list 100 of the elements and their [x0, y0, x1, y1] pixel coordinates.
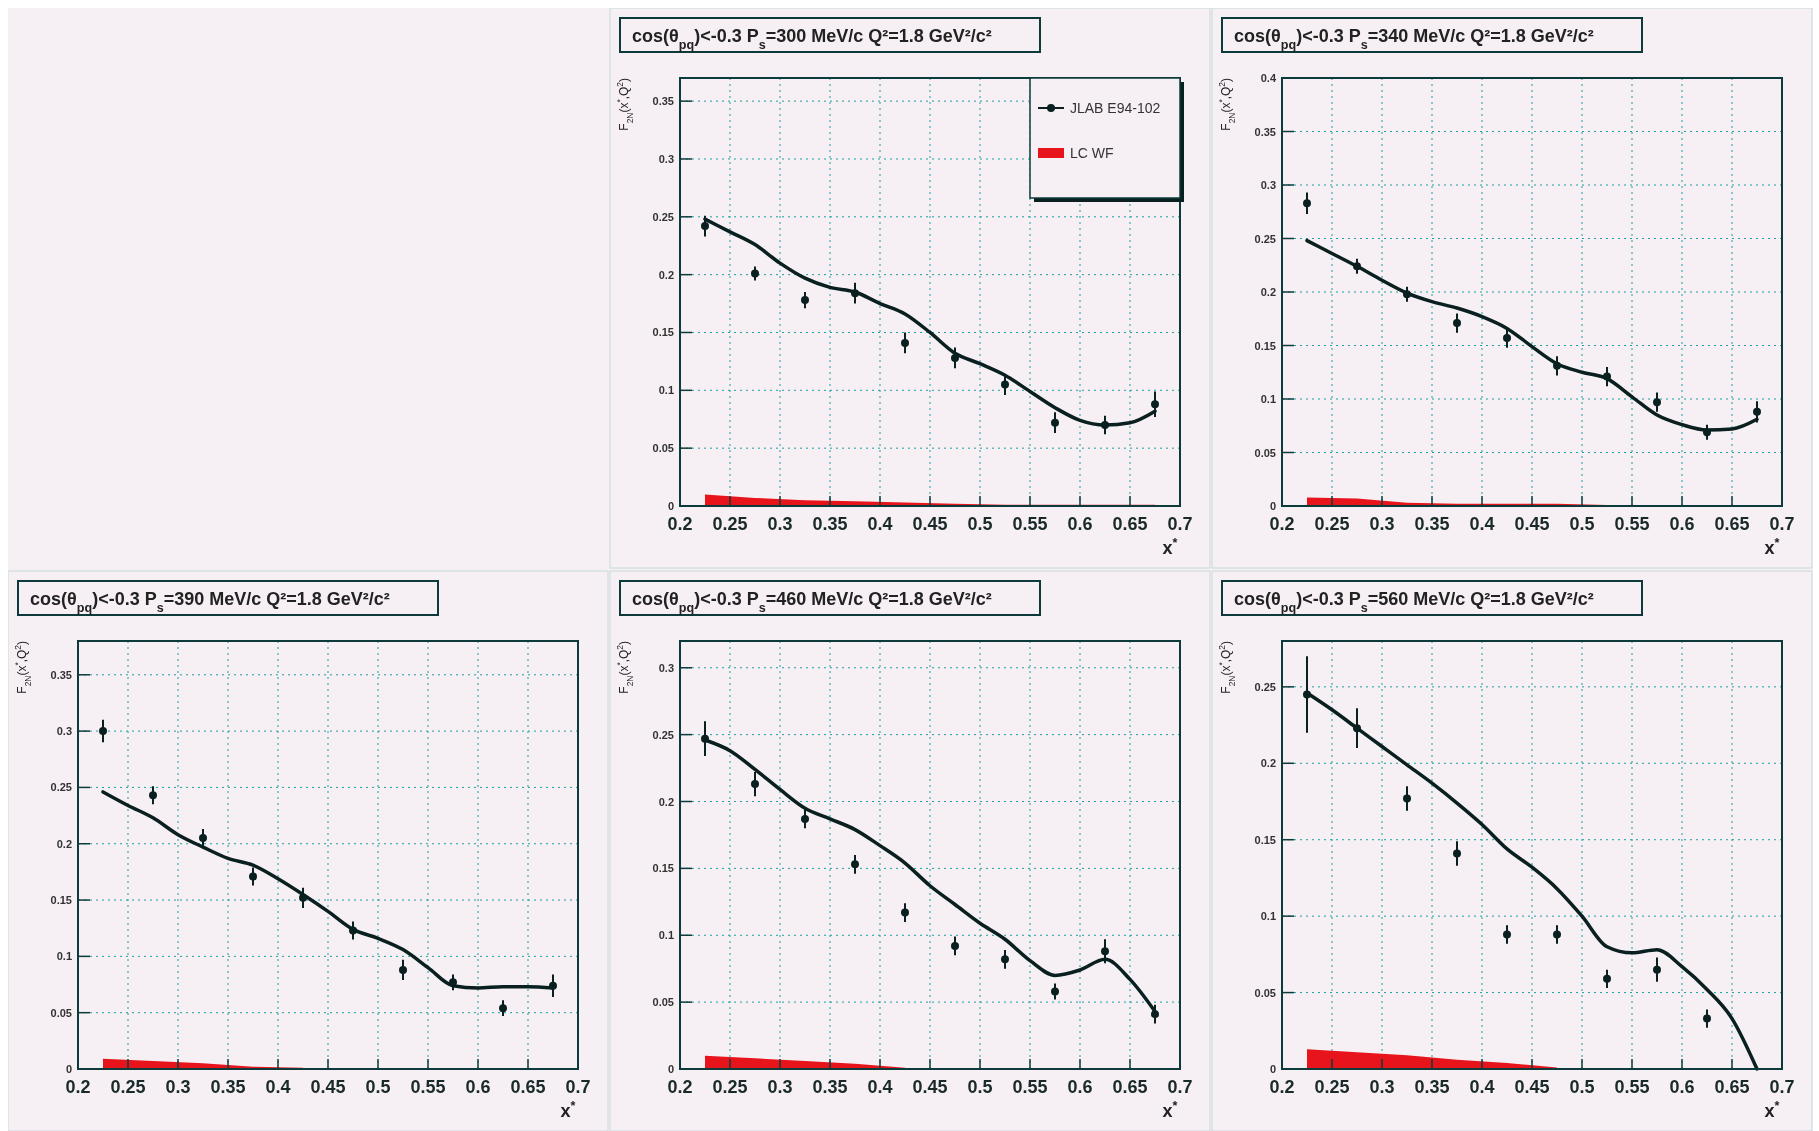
x-axis-title: x$^{*}$: [1162, 1099, 1178, 1121]
y-tick-label: 0: [667, 1063, 674, 1075]
point: [1553, 930, 1561, 939]
y-tick-label: 0.3: [658, 152, 674, 165]
x-tick-label: 0.6: [1669, 514, 1695, 534]
y-tick-label: 0.35: [652, 95, 674, 108]
point: [801, 296, 809, 305]
point: [1403, 794, 1411, 803]
y-tick-label: 0.1: [658, 929, 674, 942]
y-tick-label: 0.1: [56, 950, 72, 963]
x-tick-label: 0.25: [712, 514, 748, 534]
y-tick-label: 0.05: [652, 442, 674, 455]
x-tick-label: 0.6: [465, 1077, 491, 1097]
y-tick-label: 0.2: [658, 268, 674, 281]
x-tick-label: 0.25: [1314, 1077, 1350, 1097]
x-tick-label: 0.65: [510, 1077, 546, 1097]
point: [951, 941, 959, 950]
point: [851, 289, 859, 298]
point: [1703, 1014, 1711, 1023]
x-tick-label: 0.4: [867, 1077, 893, 1097]
point: [299, 893, 307, 902]
point: [249, 872, 257, 881]
x-tick-label: 0.3: [165, 1077, 191, 1097]
point: [1001, 955, 1009, 964]
x-tick-label: 0.25: [712, 1077, 748, 1097]
point: [1303, 199, 1311, 208]
y-tick-label: 0.2: [658, 795, 674, 808]
point: [1503, 930, 1511, 939]
line-series: [101, 790, 555, 990]
x-tick-label: 0.35: [1414, 1077, 1450, 1097]
x-tick-label: 0.5: [967, 514, 993, 534]
point: [1353, 724, 1361, 733]
y-tick-label: 0: [1269, 500, 1276, 512]
x-tick-label: 0.7: [1769, 1077, 1795, 1097]
point: [499, 1004, 507, 1013]
point: [1503, 334, 1511, 343]
x-tick-label: 0.55: [1012, 514, 1048, 534]
x-axis-title: x$^{*}$: [1764, 536, 1780, 558]
y-tick-label: 0.35: [1254, 125, 1276, 138]
x-tick-label: 0.35: [812, 1077, 848, 1097]
y-tick-label: 0.25: [1254, 232, 1276, 245]
point: [951, 353, 959, 362]
x-tick-label: 0.6: [1669, 1077, 1695, 1097]
x-tick-label: 0.65: [1714, 514, 1750, 534]
point: [1051, 987, 1059, 996]
x-tick-label: 0.4: [867, 514, 893, 534]
x-tick-label: 0.45: [1514, 514, 1550, 534]
x-tick-label: 0.35: [1414, 514, 1450, 534]
x-tick-label: 0.65: [1112, 1077, 1148, 1097]
point: [701, 222, 709, 231]
x-tick-label: 0.7: [565, 1077, 591, 1097]
y-tick-label: 0.05: [50, 1006, 72, 1019]
x-tick-label: 0.65: [1714, 1077, 1750, 1097]
chart-title: cos(θ$_{pq}$)<-0.3 P$_{s}$=390 MeV/c Q²=1.8 GeV²/c²: [30, 589, 390, 615]
y-tick-label: 0.05: [652, 996, 674, 1009]
x-tick-label: 0.5: [365, 1077, 391, 1097]
y-tick-label: 0.25: [50, 781, 72, 794]
point: [1553, 361, 1561, 370]
x-tick-label: 0.6: [1067, 514, 1093, 534]
x-tick-label: 0.35: [812, 514, 848, 534]
y-tick-label: 0: [667, 500, 674, 512]
chart-title: cos(θ$_{pq}$)<-0.3 P$_{s}$=300 MeV/c Q²=1.8 GeV²/c²: [632, 26, 992, 52]
x-axis-title: x$^{*}$: [1162, 536, 1178, 558]
y-tick-label: 0.4: [1260, 72, 1277, 84]
x-tick-label: 0.7: [1167, 1077, 1193, 1097]
y-tick-label: 0.2: [1260, 757, 1276, 770]
point: [1403, 290, 1411, 299]
legend-label: LC WF: [1070, 145, 1114, 161]
x-tick-label: 0.5: [1569, 1077, 1595, 1097]
x-tick-label: 0.45: [1514, 1077, 1550, 1097]
x-tick-label: 0.3: [1369, 1077, 1395, 1097]
point: [901, 908, 909, 917]
y-tick-label: 0.15: [1254, 339, 1276, 352]
point: [199, 834, 207, 843]
y-tick-label: 0.25: [652, 728, 674, 741]
y-tick-label: 0: [65, 1063, 72, 1075]
point: [1151, 1010, 1159, 1019]
chart-title: cos(θ$_{pq}$)<-0.3 P$_{s}$=560 MeV/c Q²=1.8 GeV²/c²: [1234, 589, 1594, 615]
point: [901, 338, 909, 347]
legend-label: JLAB E94-102: [1070, 100, 1161, 116]
x-tick-label: 0.55: [1614, 514, 1650, 534]
x-tick-label: 0.3: [767, 514, 793, 534]
point: [1453, 849, 1461, 858]
x-tick-label: 0.25: [1314, 514, 1350, 534]
point: [349, 926, 357, 935]
x-tick-label: 0.7: [1769, 514, 1795, 534]
x-tick-label: 0.6: [1067, 1077, 1093, 1097]
x-tick-label: 0.4: [1469, 514, 1495, 534]
x-tick-label: 0.5: [967, 1077, 993, 1097]
chart-title: cos(θ$_{pq}$)<-0.3 P$_{s}$=460 MeV/c Q²=1.8 GeV²/c²: [632, 589, 992, 615]
point: [1353, 262, 1361, 271]
x-tick-label: 0.45: [912, 514, 948, 534]
x-tick-label: 0.55: [1614, 1077, 1650, 1097]
y-tick-label: 0.15: [50, 894, 72, 907]
point: [851, 860, 859, 869]
x-tick-label: 0.55: [410, 1077, 446, 1097]
y-tick-label: 0.2: [56, 837, 72, 850]
point: [1051, 418, 1059, 427]
y-tick-label: 0: [1269, 1063, 1276, 1075]
y-tick-label: 0.25: [652, 210, 674, 223]
